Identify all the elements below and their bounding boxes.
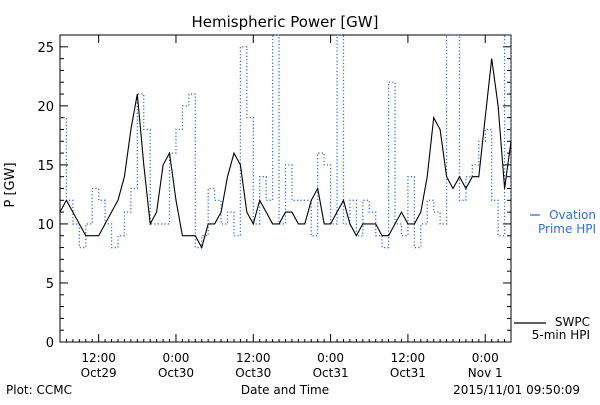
y-tick-label: 5 xyxy=(46,277,54,292)
x-tick-label: 12:00 xyxy=(236,351,271,365)
x-axis-label: Date and Time xyxy=(241,383,329,397)
series-layer xyxy=(59,34,512,249)
x-tick-label-date: Oct30 xyxy=(158,366,194,380)
x-tick-label-date: Oct31 xyxy=(390,366,426,380)
series-line-ovation xyxy=(60,34,512,249)
footer-left: Plot: CCMC xyxy=(6,383,72,397)
legend-label-ovation: Prime HPI xyxy=(538,222,596,236)
plot-frame: 051015202512:00Oct290:00Oct3012:00Oct300… xyxy=(37,34,512,380)
x-tick-label: 12:00 xyxy=(391,351,426,365)
y-tick-label: 25 xyxy=(37,41,54,56)
chart-title: Hemispheric Power [GW] xyxy=(192,13,379,31)
legend-label-swpc: 5-min HPI xyxy=(532,328,590,342)
footer-right: 2015/11/01 09:50:09 xyxy=(453,383,580,397)
legend-label-ovation: Ovation xyxy=(549,208,596,222)
y-tick-label: 20 xyxy=(37,100,54,115)
x-tick-label-date: Oct30 xyxy=(235,366,271,380)
y-axis-label: P [GW] xyxy=(3,162,18,207)
x-tick-label-date: Oct29 xyxy=(81,366,117,380)
x-tick-label: 0:00 xyxy=(162,351,189,365)
x-tick-label-date: Nov 1 xyxy=(468,366,503,380)
y-tick-label: 10 xyxy=(37,218,54,233)
x-tick-label: 12:00 xyxy=(81,351,116,365)
y-tick-label: 15 xyxy=(37,159,54,174)
legend-label-swpc: SWPC xyxy=(555,315,590,329)
y-tick-label: 0 xyxy=(46,336,54,351)
x-tick-label: 0:00 xyxy=(472,351,499,365)
x-tick-label-date: Oct31 xyxy=(313,366,349,380)
series-line-swpc xyxy=(59,58,512,249)
x-tick-label: 0:00 xyxy=(317,351,344,365)
